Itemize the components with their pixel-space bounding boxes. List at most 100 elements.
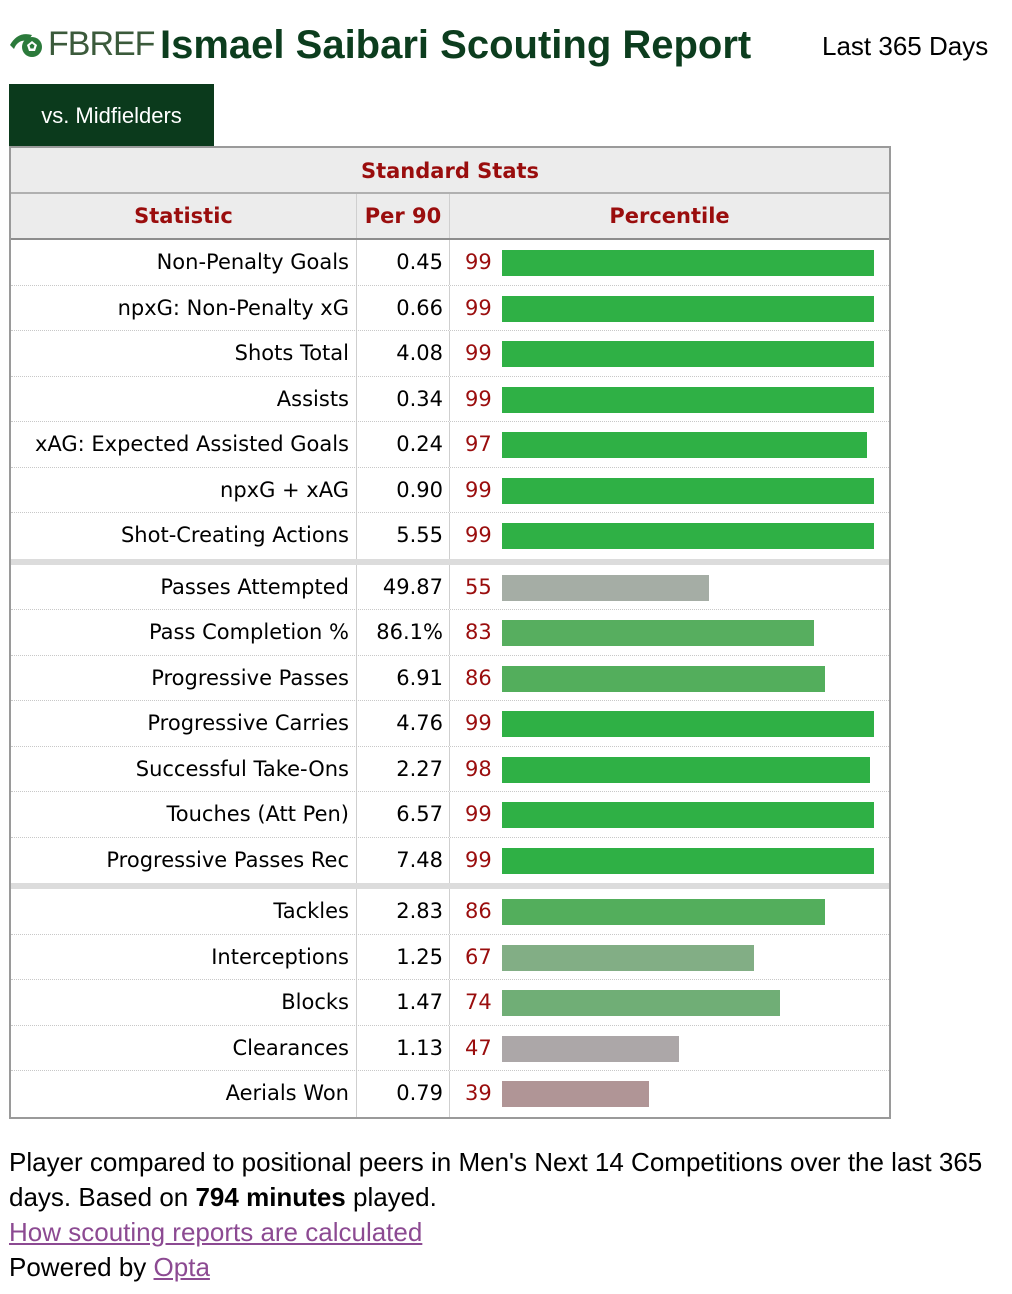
percentile-value: 99 bbox=[465, 847, 492, 872]
minutes-played: 794 minutes bbox=[195, 1182, 346, 1212]
per90-value: 5.55 bbox=[356, 513, 450, 559]
column-header-statistic[interactable]: Statistic bbox=[134, 204, 233, 228]
stat-name[interactable]: Successful Take-Ons bbox=[135, 756, 349, 781]
percentile-value: 83 bbox=[465, 620, 492, 644]
table-row: Progressive Passes 6.91 86 bbox=[11, 655, 889, 701]
percentile-bar bbox=[502, 574, 709, 601]
per90-value: 1.47 bbox=[356, 980, 450, 1025]
stat-name[interactable]: Shots Total bbox=[234, 341, 349, 365]
percentile-bar bbox=[502, 665, 826, 692]
percentile-value: 99 bbox=[465, 802, 492, 826]
table-row: Non-Penalty Goals 0.45 99 bbox=[11, 240, 889, 286]
stat-name[interactable]: Passes Attempted bbox=[160, 574, 349, 599]
percentile-bar bbox=[502, 523, 875, 549]
percentile-bar bbox=[502, 432, 867, 458]
percentile-bar bbox=[502, 899, 826, 925]
table-row: Shot-Creating Actions 5.55 99 bbox=[11, 513, 889, 559]
percentile-cell: 86 bbox=[450, 889, 889, 934]
fbref-logo[interactable]: FBREF bbox=[8, 24, 155, 64]
column-header-per90[interactable]: Per 90 bbox=[356, 194, 450, 238]
stat-name[interactable]: Blocks bbox=[281, 990, 349, 1014]
table-row: Shots Total 4.08 99 bbox=[11, 331, 889, 377]
table-row: Progressive Passes Rec 7.48 99 bbox=[11, 837, 889, 884]
stat-name[interactable]: Non-Penalty Goals bbox=[156, 250, 349, 274]
per90-value: 6.91 bbox=[356, 655, 450, 700]
page-title: Ismael Saibari Scouting Report bbox=[160, 23, 752, 67]
percentile-cell: 55 bbox=[450, 565, 889, 610]
opta-link[interactable]: Opta bbox=[153, 1252, 210, 1282]
stat-name[interactable]: xAG: Expected Assisted Goals bbox=[34, 432, 349, 456]
footer: Player compared to positional peers in M… bbox=[9, 1145, 999, 1285]
percentile-cell: 86 bbox=[450, 656, 889, 701]
table-row: Interceptions 1.25 67 bbox=[11, 934, 889, 980]
stat-name[interactable]: npxG: Non-Penalty xG bbox=[117, 295, 349, 320]
table-row: Clearances 1.13 47 bbox=[11, 1025, 889, 1071]
percentile-cell: 67 bbox=[450, 935, 889, 980]
percentile-cell: 98 bbox=[450, 747, 889, 792]
percentile-value: 99 bbox=[465, 386, 492, 411]
stat-name[interactable]: Assists bbox=[276, 386, 349, 411]
percentile-cell: 47 bbox=[450, 1026, 889, 1071]
percentile-cell: 97 bbox=[450, 422, 889, 467]
stat-name[interactable]: Aerials Won bbox=[225, 1081, 349, 1105]
table-row: npxG: Non-Penalty xG 0.66 99 bbox=[11, 285, 889, 331]
stat-name[interactable]: Progressive Passes bbox=[151, 665, 349, 690]
per90-value: 0.34 bbox=[356, 376, 450, 421]
percentile-cell: 74 bbox=[450, 980, 889, 1025]
percentile-cell: 99 bbox=[450, 513, 889, 559]
per90-value: 0.24 bbox=[356, 422, 450, 467]
table-row: Successful Take-Ons 2.27 98 bbox=[11, 746, 889, 792]
tab-vs-midfielders[interactable]: vs. Midfielders bbox=[9, 84, 214, 146]
stat-name[interactable]: Progressive Carries bbox=[147, 711, 349, 735]
per90-value: 4.76 bbox=[356, 701, 450, 746]
per90-value: 86.1% bbox=[356, 610, 450, 655]
per90-value: 0.79 bbox=[356, 1071, 450, 1117]
percentile-cell: 39 bbox=[450, 1071, 889, 1117]
percentile-cell: 99 bbox=[450, 468, 889, 513]
percentile-bar bbox=[502, 756, 871, 783]
per90-value: 6.57 bbox=[356, 792, 450, 837]
per90-value: 4.08 bbox=[356, 331, 450, 376]
stat-name[interactable]: Tackles bbox=[273, 899, 349, 923]
column-header-percentile[interactable]: Percentile bbox=[609, 204, 730, 228]
stat-name[interactable]: npxG + xAG bbox=[220, 477, 349, 502]
percentile-value: 55 bbox=[465, 574, 492, 599]
per90-value: 7.48 bbox=[356, 837, 450, 883]
soccer-ball-icon bbox=[10, 34, 42, 57]
table-row: Assists 0.34 99 bbox=[11, 376, 889, 422]
percentile-cell: 99 bbox=[450, 331, 889, 376]
group-separator bbox=[11, 558, 889, 565]
table-row: xAG: Expected Assisted Goals 0.24 97 bbox=[11, 422, 889, 468]
percentile-value: 99 bbox=[465, 711, 492, 735]
percentile-cell: 83 bbox=[450, 610, 889, 655]
per90-value: 0.45 bbox=[356, 240, 450, 285]
per90-value: 49.87 bbox=[356, 564, 450, 609]
percentile-cell: 99 bbox=[450, 286, 889, 331]
percentile-bar bbox=[502, 711, 875, 737]
stat-name[interactable]: Shot-Creating Actions bbox=[120, 523, 349, 547]
percentile-cell: 99 bbox=[450, 838, 889, 884]
per90-value: 2.83 bbox=[356, 889, 450, 934]
table-row: Tackles 2.83 86 bbox=[11, 889, 889, 935]
table-row: npxG + xAG 0.90 99 bbox=[11, 467, 889, 513]
percentile-cell: 99 bbox=[450, 377, 889, 422]
percentile-value: 98 bbox=[465, 756, 492, 781]
stat-name[interactable]: Touches (Att Pen) bbox=[166, 802, 349, 826]
table-row: Progressive Carries 4.76 99 bbox=[11, 701, 889, 747]
percentile-value: 99 bbox=[465, 523, 492, 547]
percentile-cell: 99 bbox=[450, 240, 889, 285]
per90-value: 0.66 bbox=[356, 285, 450, 330]
percentile-bar bbox=[502, 620, 815, 646]
per90-value: 1.13 bbox=[356, 1025, 450, 1070]
stat-name[interactable]: Progressive Passes Rec bbox=[106, 847, 349, 872]
stat-name[interactable]: Clearances bbox=[232, 1035, 349, 1060]
percentile-bar bbox=[502, 802, 875, 828]
table-header: Statistic Per 90 Percentile bbox=[11, 194, 889, 240]
methodology-link[interactable]: How scouting reports are calculated bbox=[9, 1217, 423, 1247]
percentile-bar bbox=[502, 1081, 649, 1107]
stat-name[interactable]: Pass Completion % bbox=[148, 620, 349, 644]
stat-name[interactable]: Interceptions bbox=[211, 944, 349, 969]
percentile-bar bbox=[502, 477, 875, 504]
percentile-bar bbox=[502, 386, 875, 413]
percentile-bar bbox=[502, 250, 875, 276]
